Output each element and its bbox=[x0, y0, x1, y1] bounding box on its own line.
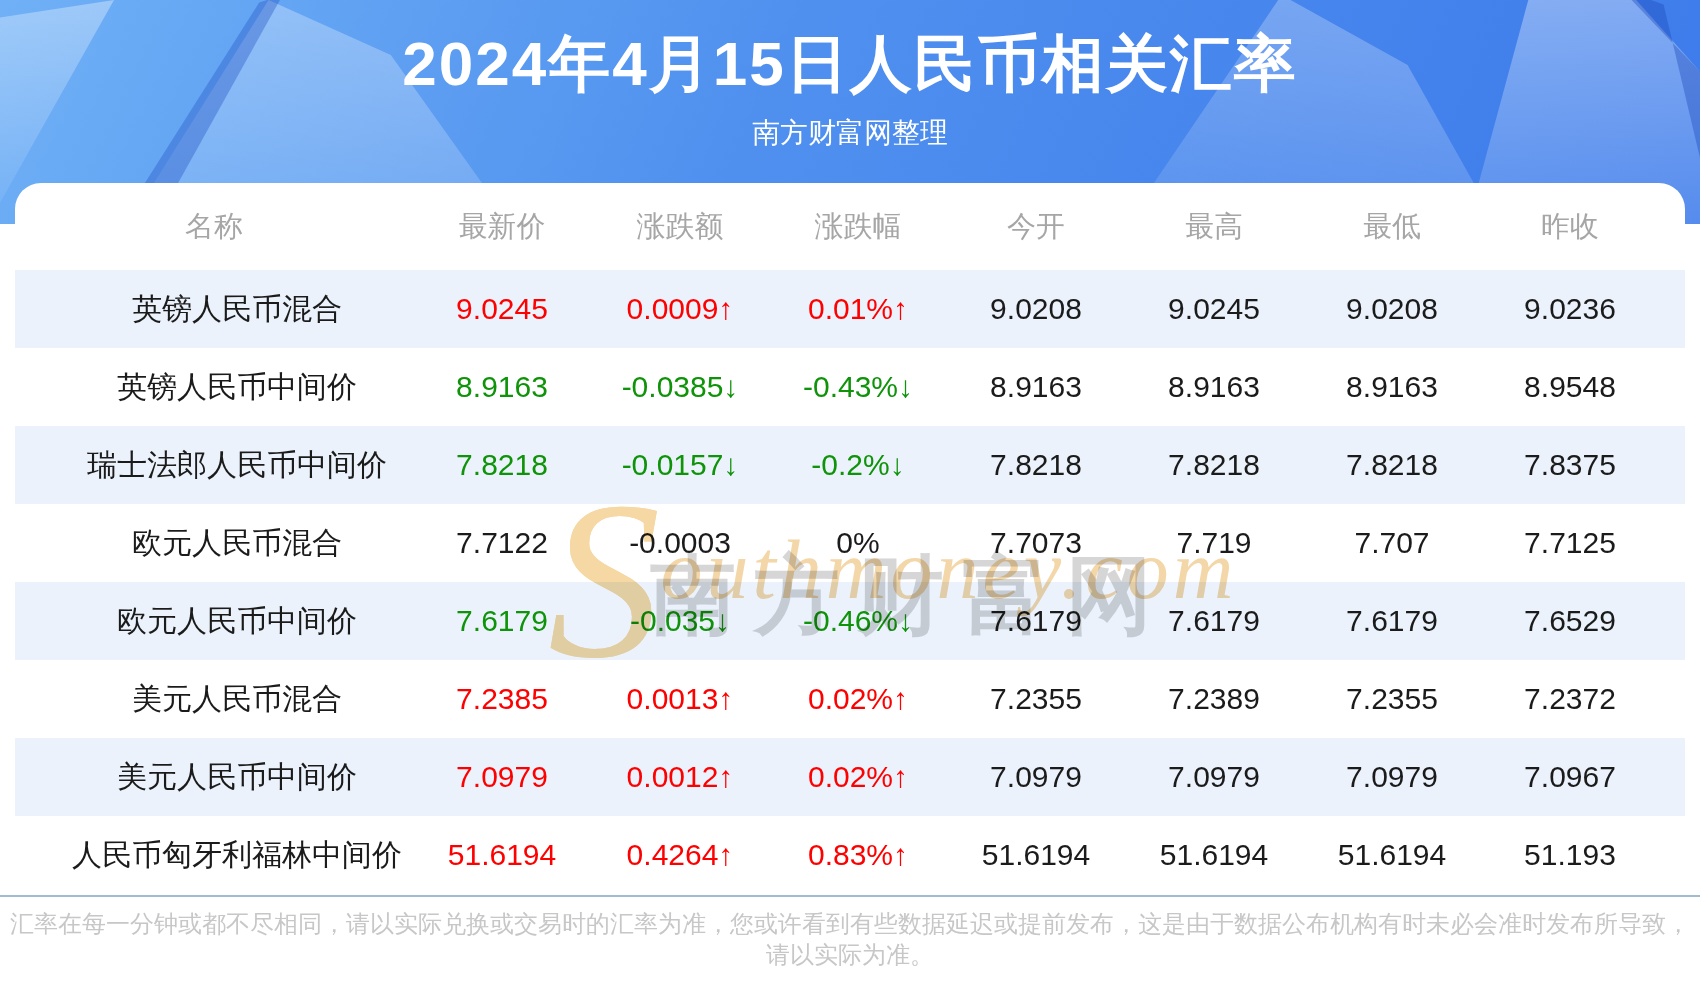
footer-divider bbox=[0, 895, 1700, 897]
row-value-high: 9.0245 bbox=[1125, 292, 1303, 326]
row-value-latest: 7.6179 bbox=[413, 604, 591, 638]
row-value-prev: 51.193 bbox=[1481, 838, 1659, 872]
row-value-latest: 8.9163 bbox=[413, 370, 591, 404]
table-row: 瑞士法郎人民币中间价7.8218-0.0157↓-0.2%↓7.82187.82… bbox=[15, 426, 1685, 504]
row-value-open: 9.0208 bbox=[947, 292, 1125, 326]
row-value-low: 51.6194 bbox=[1303, 838, 1481, 872]
row-value-open: 7.8218 bbox=[947, 448, 1125, 482]
row-value-change: 0.4264↑ bbox=[591, 838, 769, 872]
row-value-low: 9.0208 bbox=[1303, 292, 1481, 326]
table-row: 欧元人民币混合7.7122-0.00030%7.70737.7197.7077.… bbox=[15, 504, 1685, 582]
column-header-7: 最低 bbox=[1303, 207, 1481, 247]
row-value-open: 7.7073 bbox=[947, 526, 1125, 560]
row-value-prev: 7.0967 bbox=[1481, 760, 1659, 794]
table-row: 美元人民币中间价7.09790.0012↑0.02%↑7.09797.09797… bbox=[15, 738, 1685, 816]
column-header-5: 今开 bbox=[947, 207, 1125, 247]
table-row: 英镑人民币中间价8.9163-0.0385↓-0.43%↓8.91638.916… bbox=[15, 348, 1685, 426]
table-header-row: 名称最新价涨跌额涨跌幅今开最高最低昨收 bbox=[15, 183, 1685, 270]
row-value-pct: 0.02%↑ bbox=[769, 682, 947, 716]
row-value-change: 0.0012↑ bbox=[591, 760, 769, 794]
row-name: 瑞士法郎人民币中间价 bbox=[15, 445, 413, 486]
row-value-latest: 7.7122 bbox=[413, 526, 591, 560]
row-name: 欧元人民币混合 bbox=[15, 523, 413, 564]
row-value-high: 7.719 bbox=[1125, 526, 1303, 560]
row-value-low: 7.8218 bbox=[1303, 448, 1481, 482]
row-name: 英镑人民币中间价 bbox=[15, 367, 413, 408]
table-row: 人民币匈牙利福林中间价51.61940.4264↑0.83%↑51.619451… bbox=[15, 816, 1685, 894]
disclaimer: 汇率在每一分钟或都不尽相同，请以实际兑换或交易时的汇率为准，您或许看到有些数据延… bbox=[0, 908, 1700, 970]
row-value-prev: 8.9548 bbox=[1481, 370, 1659, 404]
row-value-latest: 9.0245 bbox=[413, 292, 591, 326]
row-value-prev: 9.0236 bbox=[1481, 292, 1659, 326]
column-header-1: 名称 bbox=[15, 207, 413, 247]
disclaimer-line-2: 请以实际为准。 bbox=[0, 939, 1700, 970]
row-value-prev: 7.8375 bbox=[1481, 448, 1659, 482]
row-value-prev: 7.7125 bbox=[1481, 526, 1659, 560]
row-value-pct: -0.46%↓ bbox=[769, 604, 947, 638]
row-value-prev: 7.6529 bbox=[1481, 604, 1659, 638]
row-value-latest: 7.8218 bbox=[413, 448, 591, 482]
column-header-6: 最高 bbox=[1125, 207, 1303, 247]
row-value-latest: 51.6194 bbox=[413, 838, 591, 872]
row-value-pct: 0% bbox=[769, 526, 947, 560]
row-value-prev: 7.2372 bbox=[1481, 682, 1659, 716]
row-value-pct: 0.02%↑ bbox=[769, 760, 947, 794]
table-row: 美元人民币混合7.23850.0013↑0.02%↑7.23557.23897.… bbox=[15, 660, 1685, 738]
column-header-3: 涨跌额 bbox=[591, 207, 769, 247]
row-value-change: -0.0003 bbox=[591, 526, 769, 560]
row-value-change: -0.0157↓ bbox=[591, 448, 769, 482]
row-value-change: -0.035↓ bbox=[591, 604, 769, 638]
disclaimer-line-1: 汇率在每一分钟或都不尽相同，请以实际兑换或交易时的汇率为准，您或许看到有些数据延… bbox=[0, 908, 1700, 939]
row-value-open: 8.9163 bbox=[947, 370, 1125, 404]
table-row: 欧元人民币中间价7.6179-0.035↓-0.46%↓7.61797.6179… bbox=[15, 582, 1685, 660]
row-value-open: 7.2355 bbox=[947, 682, 1125, 716]
row-name: 美元人民币中间价 bbox=[15, 757, 413, 798]
row-value-high: 7.6179 bbox=[1125, 604, 1303, 638]
row-value-latest: 7.2385 bbox=[413, 682, 591, 716]
page-title: 2024年4月15日人民币相关汇率 bbox=[0, 22, 1700, 106]
row-value-change: 0.0013↑ bbox=[591, 682, 769, 716]
row-name: 欧元人民币中间价 bbox=[15, 601, 413, 642]
table-body: 英镑人民币混合9.02450.0009↑0.01%↑9.02089.02459.… bbox=[15, 270, 1685, 894]
row-value-high: 7.8218 bbox=[1125, 448, 1303, 482]
row-value-high: 51.6194 bbox=[1125, 838, 1303, 872]
page-subtitle: 南方财富网整理 bbox=[0, 114, 1700, 152]
row-value-high: 7.2389 bbox=[1125, 682, 1303, 716]
table-row: 英镑人民币混合9.02450.0009↑0.01%↑9.02089.02459.… bbox=[15, 270, 1685, 348]
row-value-pct: -0.43%↓ bbox=[769, 370, 947, 404]
row-value-low: 7.0979 bbox=[1303, 760, 1481, 794]
page: 2024年4月15日人民币相关汇率 南方财富网整理 名称最新价涨跌额涨跌幅今开最… bbox=[0, 0, 1700, 1000]
row-value-low: 7.6179 bbox=[1303, 604, 1481, 638]
row-value-low: 7.707 bbox=[1303, 526, 1481, 560]
column-header-2: 最新价 bbox=[413, 207, 591, 247]
row-value-pct: 0.01%↑ bbox=[769, 292, 947, 326]
row-name: 人民币匈牙利福林中间价 bbox=[15, 835, 413, 876]
column-header-4: 涨跌幅 bbox=[769, 207, 947, 247]
row-value-change: 0.0009↑ bbox=[591, 292, 769, 326]
row-name: 美元人民币混合 bbox=[15, 679, 413, 720]
row-value-open: 7.6179 bbox=[947, 604, 1125, 638]
row-value-pct: 0.83%↑ bbox=[769, 838, 947, 872]
row-value-latest: 7.0979 bbox=[413, 760, 591, 794]
row-value-open: 7.0979 bbox=[947, 760, 1125, 794]
rates-table-card: 名称最新价涨跌额涨跌幅今开最高最低昨收 英镑人民币混合9.02450.0009↑… bbox=[15, 183, 1685, 895]
row-value-low: 7.2355 bbox=[1303, 682, 1481, 716]
row-value-change: -0.0385↓ bbox=[591, 370, 769, 404]
row-value-low: 8.9163 bbox=[1303, 370, 1481, 404]
row-value-pct: -0.2%↓ bbox=[769, 448, 947, 482]
row-value-open: 51.6194 bbox=[947, 838, 1125, 872]
row-value-high: 8.9163 bbox=[1125, 370, 1303, 404]
column-header-8: 昨收 bbox=[1481, 207, 1659, 247]
row-name: 英镑人民币混合 bbox=[15, 289, 413, 330]
row-value-high: 7.0979 bbox=[1125, 760, 1303, 794]
